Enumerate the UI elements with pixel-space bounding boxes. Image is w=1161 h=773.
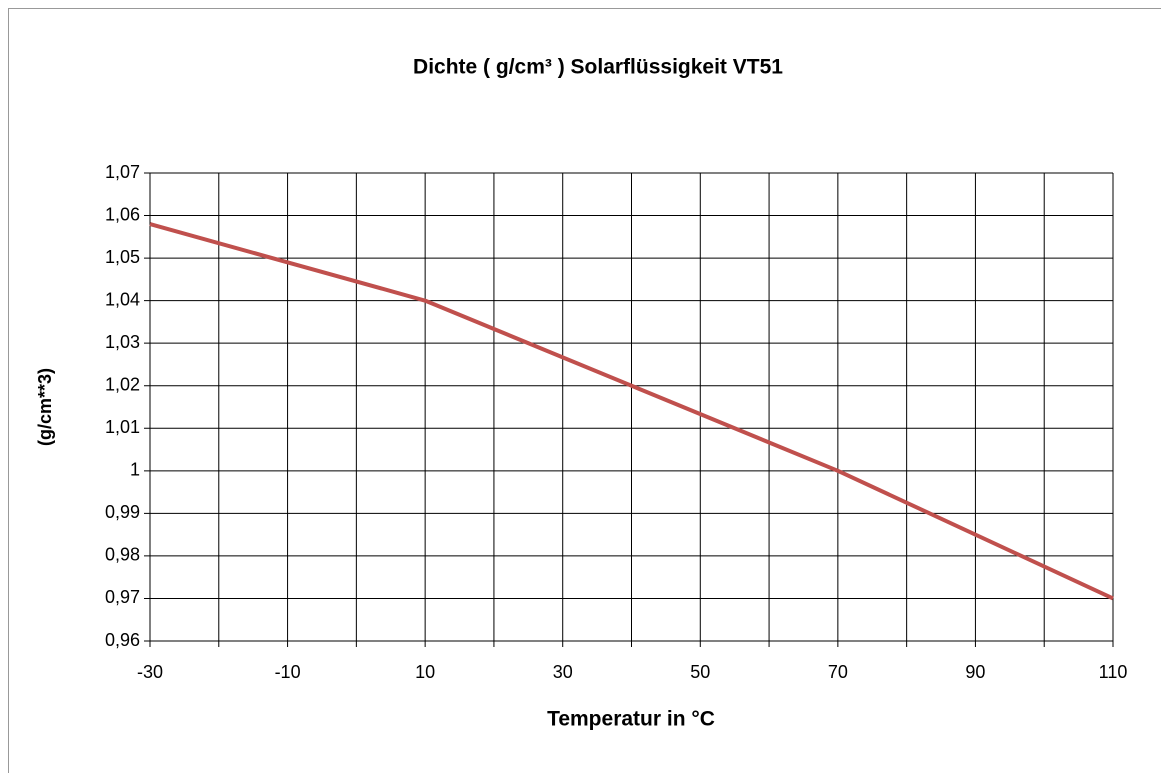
x-tick-label: 30	[553, 662, 573, 682]
y-tick-label: 1,01	[105, 417, 140, 437]
x-tick-label: -30	[137, 662, 163, 682]
x-tick-label: 70	[828, 662, 848, 682]
y-tick-label: 0,96	[105, 630, 140, 650]
chart-frame	[8, 8, 1161, 773]
y-tick-label: 1,04	[105, 289, 140, 309]
y-tick-label: 1,06	[105, 204, 140, 224]
x-axis-label: Temperatur in °C	[547, 708, 715, 731]
chart-title: Dichte ( g/cm³ ) Solarflüssigkeit VT51	[413, 56, 783, 79]
x-tick-label: 10	[415, 662, 435, 682]
y-tick-label: 1,03	[105, 332, 140, 352]
y-axis-label: (g/cm**3)	[35, 368, 55, 446]
x-tick-label: 110	[1099, 662, 1128, 682]
x-tick-label: -10	[275, 662, 301, 682]
y-tick-label: 0,98	[105, 545, 140, 565]
y-tick-label: 1	[130, 460, 140, 480]
y-tick-label: 1,05	[105, 247, 140, 267]
y-tick-label: 0,97	[105, 587, 140, 607]
y-tick-label: 1,02	[105, 374, 140, 394]
x-tick-label: 50	[690, 662, 710, 682]
x-tick-label: 90	[965, 662, 985, 682]
y-tick-label: 0,99	[105, 502, 140, 522]
y-tick-label: 1,07	[105, 162, 140, 182]
data-line	[149, 222, 1114, 601]
